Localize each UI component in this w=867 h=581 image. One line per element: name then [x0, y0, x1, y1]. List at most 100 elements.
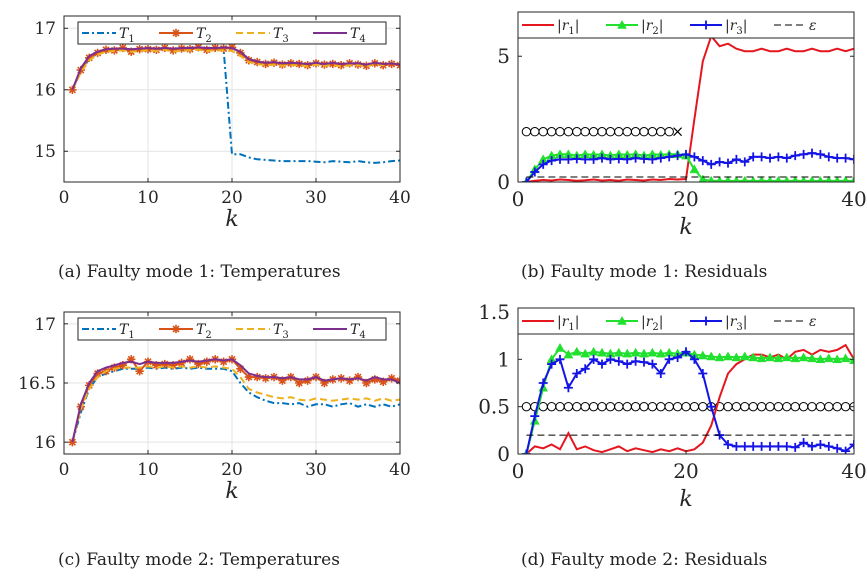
data-point-r3 [538, 378, 548, 388]
x-tick-label: 40 [841, 459, 866, 483]
legend-label: T4 [350, 26, 366, 45]
data-point-r2 [724, 175, 732, 182]
data-point-r3 [589, 154, 599, 164]
data-point-r2 [613, 347, 624, 357]
data-point-r3 [815, 149, 825, 159]
data-point-r2 [808, 175, 816, 182]
data-point-r2 [791, 175, 799, 182]
caption-b: (b) Faulty mode 1: Residuals [521, 262, 768, 282]
y-tick-label: 17 [34, 315, 56, 335]
data-point-r3 [681, 347, 691, 357]
data-point-T2 [236, 364, 245, 373]
legend-marker [701, 316, 711, 326]
data-point-r3 [530, 167, 540, 177]
x-tick-label: 20 [221, 188, 243, 208]
data-point-r3 [631, 153, 641, 163]
y-tick-label: 16 [34, 81, 56, 101]
data-point-r2 [647, 347, 658, 357]
y-tick-label: 0 [497, 442, 510, 466]
data-point-r3 [673, 151, 683, 161]
x-tick-label: 40 [841, 187, 866, 211]
data-point-r2 [697, 350, 708, 360]
data-point-r3 [731, 441, 741, 451]
data-point-r3 [555, 354, 565, 364]
x-tick-label: 0 [59, 188, 70, 208]
data-point-r3 [605, 154, 615, 164]
data-point-r2 [706, 351, 717, 361]
legend-label: ε [809, 314, 817, 330]
data-point-r3 [698, 369, 708, 379]
data-point-r3 [597, 359, 607, 369]
data-point-r3 [790, 151, 800, 161]
data-point-r3 [664, 354, 674, 364]
data-point-r2 [815, 354, 826, 364]
legend-label: |r1| [557, 18, 580, 37]
x-tick-label: 0 [512, 459, 525, 483]
data-point-T2 [202, 357, 211, 366]
legend-marker [617, 315, 627, 325]
legend-marker [171, 28, 181, 38]
data-point-r3 [614, 154, 624, 164]
series-line-T4 [71, 358, 400, 443]
x-axis-label: k [679, 487, 692, 512]
x-tick-label: 0 [512, 187, 525, 211]
data-point-r2 [741, 175, 749, 182]
y-tick-label: 16.5 [18, 374, 56, 394]
data-point-r3 [849, 440, 854, 450]
data-point-T2 [185, 355, 195, 364]
data-point-r2 [748, 352, 759, 362]
legend-label: |r3| [725, 314, 748, 333]
data-point-r2 [716, 175, 723, 182]
data-point-r3 [673, 352, 683, 362]
data-point-r3 [740, 157, 750, 167]
data-point-r2 [783, 175, 791, 182]
series-group [521, 342, 854, 454]
legend-box [77, 317, 387, 341]
data-point-r3 [563, 154, 573, 164]
series-line-r3 [525, 350, 854, 454]
data-point-r3 [723, 158, 733, 168]
data-point-r3 [521, 177, 531, 182]
data-point-r3 [547, 156, 557, 166]
y-tick-label: 0 [497, 170, 510, 194]
data-point-r3 [824, 441, 834, 451]
data-point-r3 [841, 153, 851, 163]
series-line-T4 [71, 46, 400, 91]
legend-label: |r3| [725, 18, 748, 37]
data-point-r3 [824, 152, 834, 162]
data-point-T2 [118, 361, 127, 370]
series-group [68, 43, 400, 164]
y-tick-label: 1.5 [478, 300, 510, 324]
legend-label: T4 [350, 322, 366, 341]
data-point-r2 [823, 353, 834, 363]
legend-box [77, 21, 387, 45]
data-point-r3 [773, 152, 783, 162]
data-point-r3 [656, 153, 666, 163]
x-tick-label: 20 [221, 460, 243, 480]
data-point-T2 [160, 359, 169, 369]
data-point-r3 [647, 359, 657, 369]
data-point-r2 [563, 349, 574, 359]
data-point-r2 [800, 175, 807, 182]
data-point-r3 [530, 411, 540, 421]
chart-a: 0 10 20 30 40 15 16 17 k T1 T2 T3 T4 [34, 15, 411, 232]
data-point-r3 [572, 369, 582, 379]
legend-label: |r2| [641, 18, 664, 37]
data-point-r3 [740, 441, 750, 451]
data-point-r3 [765, 441, 775, 451]
data-point-T2 [379, 377, 388, 387]
data-point-r3 [631, 356, 641, 366]
data-point-r3 [572, 154, 582, 164]
series-line-r1 [526, 34, 854, 182]
x-axis-label: k [225, 207, 238, 232]
decision-cross [673, 127, 683, 137]
data-point-T2 [295, 378, 304, 388]
x-tick-label: 0 [59, 460, 70, 480]
data-point-r3 [832, 153, 842, 163]
data-point-r2 [731, 352, 742, 362]
y-tick-label: 1 [497, 347, 510, 371]
data-point-r2 [622, 348, 633, 358]
legend: T1 T2 T3 T4 [77, 21, 387, 45]
data-point-r2 [774, 175, 782, 182]
data-point-T2 [127, 355, 136, 364]
